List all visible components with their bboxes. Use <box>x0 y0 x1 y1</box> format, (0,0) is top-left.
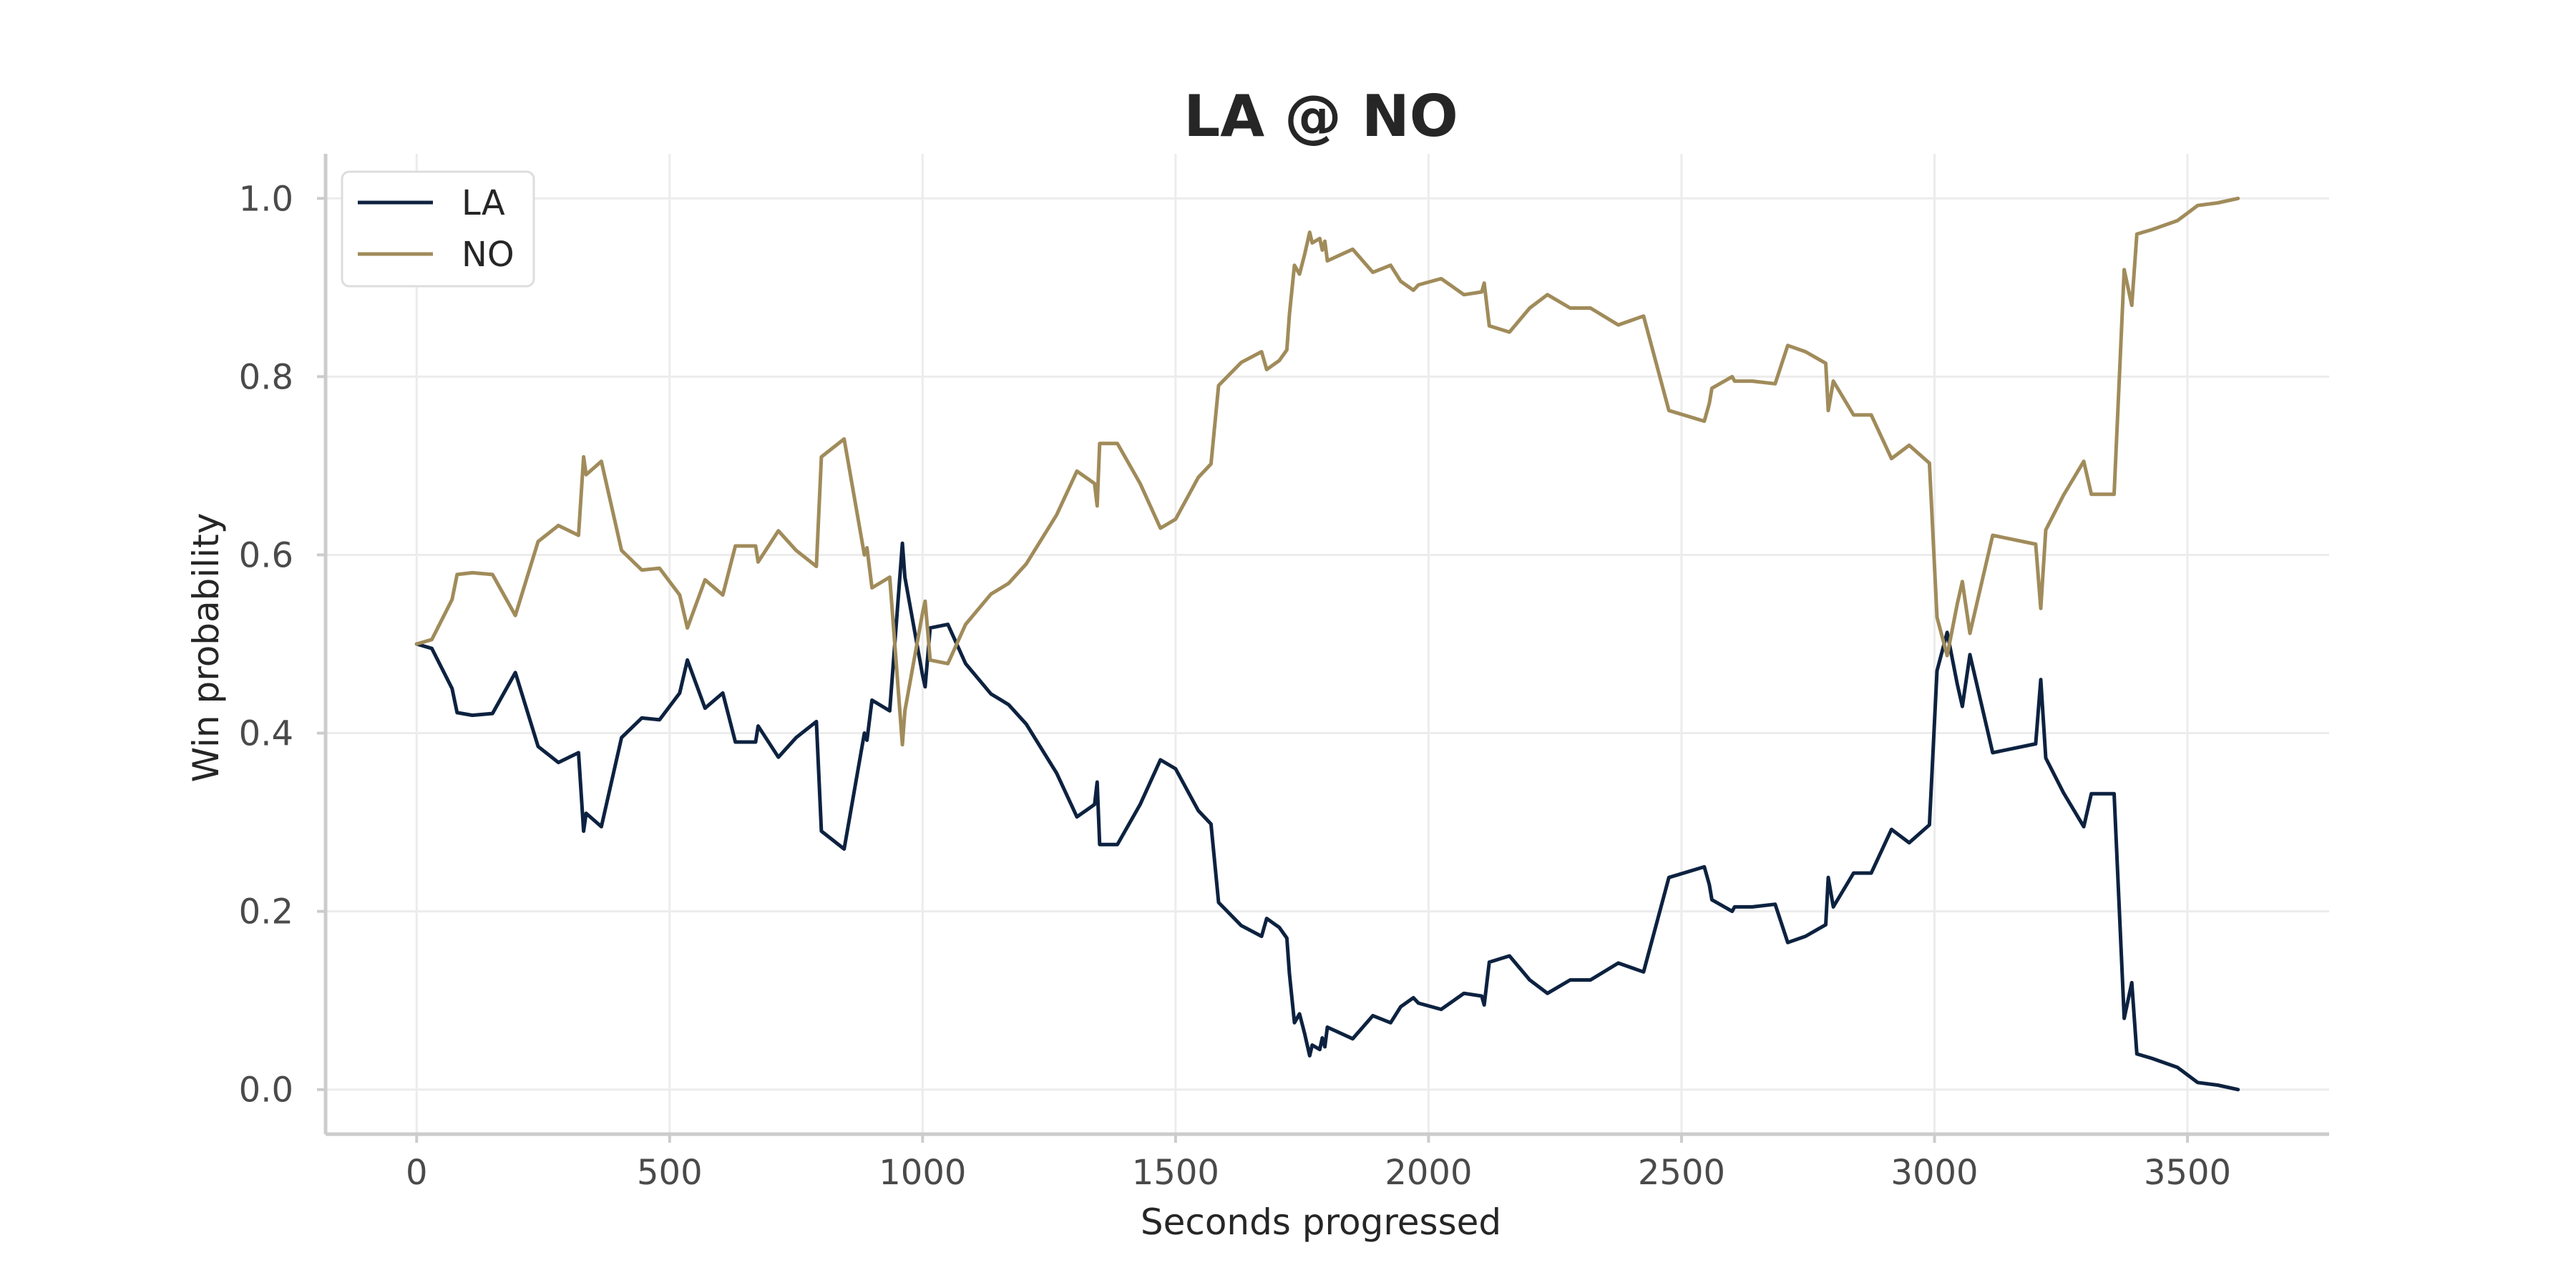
x-tick-label: 1500 <box>1132 1153 1219 1193</box>
y-tick-label: 0.8 <box>239 357 293 397</box>
y-tick-label: 0.0 <box>239 1070 293 1111</box>
x-tick-label: 2500 <box>1638 1153 1725 1193</box>
series-line-no <box>414 196 2240 747</box>
grid <box>326 154 2329 1134</box>
x-tick-label: 2000 <box>1385 1153 1472 1193</box>
x-tick-label: 3000 <box>1890 1153 1978 1193</box>
legend-label-la: LA <box>462 183 505 223</box>
x-axis-ticks: 0 500 1000 1500 2000 2500 3000 3500 <box>406 1134 2231 1193</box>
y-tick-label: 0.4 <box>239 714 293 754</box>
axes <box>323 154 2329 1136</box>
y-tick-label: 0.6 <box>239 535 293 575</box>
series-lines <box>414 196 2240 1092</box>
y-tick-label: 0.2 <box>239 892 293 932</box>
chart-title: LA @ NO <box>1184 83 1458 150</box>
legend: LA NO <box>341 170 535 288</box>
y-axis-label: Win probability <box>185 513 227 783</box>
y-axis-ticks: 0.0 0.2 0.4 0.6 0.8 1.0 <box>239 179 326 1111</box>
legend-label-no: NO <box>462 235 514 275</box>
x-tick-label: 500 <box>637 1153 703 1193</box>
series-line-la <box>414 541 2240 1092</box>
y-tick-label: 1.0 <box>239 179 293 219</box>
legend-box <box>341 170 535 288</box>
x-tick-label: 1000 <box>879 1153 966 1193</box>
x-tick-label: 3500 <box>2144 1153 2231 1193</box>
x-axis-label: Seconds progressed <box>1141 1201 1501 1243</box>
x-tick-label: 0 <box>406 1153 428 1193</box>
